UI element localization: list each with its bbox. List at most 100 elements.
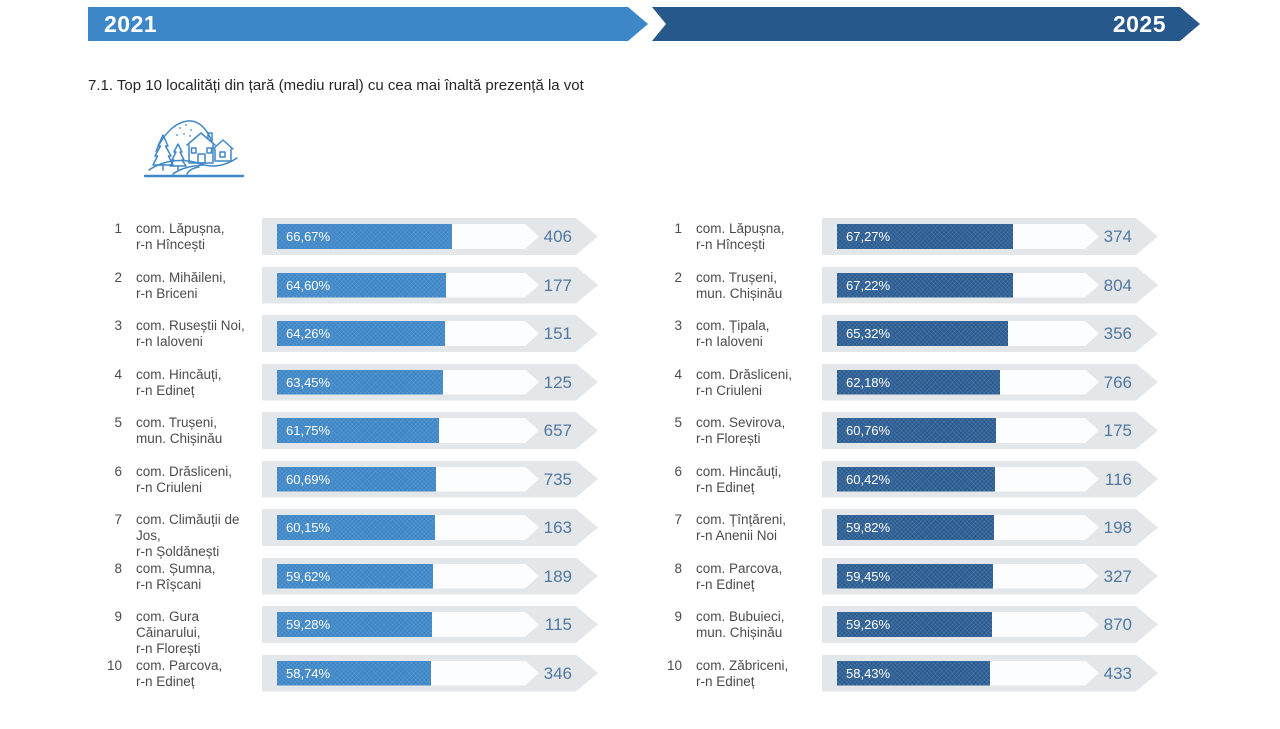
locality-label: com. Ruseștii Noi, r-n Ialoveni bbox=[136, 318, 262, 350]
bar-fill: 60,76% bbox=[837, 418, 996, 443]
bar-track: 60,15% bbox=[277, 515, 539, 540]
bar-track: 59,26% bbox=[837, 612, 1099, 637]
bar-track: 60,76% bbox=[837, 418, 1099, 443]
district-name: r-n Rîșcani bbox=[136, 576, 202, 592]
bar-track: 63,45% bbox=[277, 370, 539, 395]
locality-label: com. Trușeni, mun. Chișinău bbox=[696, 270, 822, 302]
year-banner-2025-label: 2025 bbox=[1112, 11, 1166, 37]
count-value: 804 bbox=[1103, 275, 1132, 295]
rank-number: 6 bbox=[674, 463, 682, 479]
locality-name: com. Trușeni, bbox=[696, 269, 778, 285]
bar-arrow-track: 60,15% 163 bbox=[262, 509, 598, 546]
district-name: r-n Florești bbox=[136, 641, 201, 656]
bar-track: 67,27% bbox=[837, 224, 1099, 249]
bar-fill: 60,15% bbox=[277, 515, 435, 540]
bar-track: 62,18% bbox=[837, 370, 1099, 395]
bar-fill: 62,18% bbox=[837, 370, 1000, 395]
rank-number: 5 bbox=[114, 415, 122, 430]
locality-label: com. Țînțăreni, r-n Anenii Noi bbox=[696, 512, 822, 544]
district-name: r-n Edineț bbox=[136, 382, 195, 398]
district-name: r-n Edineț bbox=[696, 576, 755, 592]
percent-label: 63,45% bbox=[286, 374, 331, 390]
chart-row: 6 com. Drăsliceni, r-n Criuleni 60,69% 7… bbox=[102, 461, 602, 498]
bar-fill: 66,67% bbox=[277, 224, 452, 249]
percent-label: 60,76% bbox=[846, 423, 891, 438]
rank-number: 3 bbox=[674, 318, 682, 333]
bar-track: 59,62% bbox=[277, 564, 539, 589]
locality-label: com. Lăpușna, r-n Hîncești bbox=[696, 221, 822, 253]
bar-track: 58,74% bbox=[277, 661, 539, 686]
locality-name: com. Hincăuți, bbox=[696, 463, 782, 479]
district-name: r-n Hîncești bbox=[136, 237, 206, 252]
chart-row: 5 com. Sevirova, r-n Florești 60,76% 175 bbox=[662, 412, 1162, 449]
district-name: r-n Criuleni bbox=[136, 479, 203, 495]
bar-track: 59,45% bbox=[837, 564, 1099, 589]
bar-arrow-track: 67,27% 374 bbox=[822, 218, 1158, 255]
bar-track: 67,22% bbox=[837, 273, 1099, 298]
rank-number: 4 bbox=[114, 366, 122, 382]
locality-name: com. Gura Căinarului, bbox=[136, 609, 201, 640]
count-value: 125 bbox=[543, 372, 572, 392]
locality-name: com. Climăuții de Jos, bbox=[136, 512, 240, 543]
bar-track: 59,82% bbox=[837, 515, 1099, 540]
bar-track: 64,60% bbox=[277, 273, 539, 298]
percent-label: 62,18% bbox=[846, 374, 891, 390]
locality-label: com. Trușeni, mun. Chișinău bbox=[136, 415, 262, 447]
count-value: 151 bbox=[543, 324, 572, 343]
count-value: 766 bbox=[1103, 372, 1132, 392]
percent-label: 59,62% bbox=[286, 568, 331, 584]
district-name: r-n Edineț bbox=[696, 479, 755, 495]
year-banner-2021-label: 2021 bbox=[104, 11, 158, 37]
chart-row: 5 com. Trușeni, mun. Chișinău 61,75% 657 bbox=[102, 412, 602, 449]
count-value: 116 bbox=[1104, 469, 1132, 489]
locality-name: com. Hincăuți, bbox=[136, 366, 222, 382]
locality-label: com. Șumna, r-n Rîșcani bbox=[136, 561, 262, 593]
rank-number: 10 bbox=[106, 657, 122, 673]
locality-label: com. Hincăuți, r-n Edineț bbox=[696, 464, 822, 496]
chart-row: 4 com. Hincăuți, r-n Edineț 63,45% 125 bbox=[102, 364, 602, 401]
chart-row: 8 com. Șumna, r-n Rîșcani 59,62% 189 bbox=[102, 558, 602, 595]
count-value: 177 bbox=[543, 275, 572, 295]
count-value: 433 bbox=[1103, 663, 1132, 683]
bar-track: 65,32% bbox=[837, 321, 1099, 346]
rank-number: 9 bbox=[114, 609, 122, 624]
locality-label: com. Parcova, r-n Edineț bbox=[136, 658, 262, 690]
locality-name: com. Lăpușna, bbox=[696, 221, 785, 236]
locality-name: com. Lăpușna, bbox=[136, 221, 225, 236]
district-name: mun. Chișinău bbox=[696, 625, 783, 640]
chart-row: 9 com. Gura Căinarului, r-n Florești 59,… bbox=[102, 606, 602, 656]
locality-label: com. Drăsliceni, r-n Criuleni bbox=[136, 464, 262, 496]
bar-fill: 59,82% bbox=[837, 515, 994, 540]
locality-name: com. Parcova, bbox=[136, 657, 223, 673]
count-value: 406 bbox=[543, 227, 572, 246]
bar-arrow-track: 64,26% 151 bbox=[262, 315, 598, 352]
percent-label: 64,26% bbox=[286, 326, 331, 341]
rural-village-icon bbox=[143, 120, 245, 178]
bar-arrow-track: 62,18% 766 bbox=[822, 364, 1158, 401]
bar-fill: 59,28% bbox=[277, 612, 432, 637]
count-value: 115 bbox=[544, 615, 572, 634]
bar-track: 61,75% bbox=[277, 418, 539, 443]
bar-arrow-track: 66,67% 406 bbox=[262, 218, 598, 255]
district-name: r-n Florești bbox=[696, 431, 761, 446]
bar-track: 60,69% bbox=[277, 467, 539, 492]
district-name: r-n Anenii Noi bbox=[696, 528, 778, 543]
count-value: 327 bbox=[1103, 566, 1132, 586]
chart-row: 3 com. Țipala, r-n Ialoveni 65,32% 356 bbox=[662, 315, 1162, 352]
percent-label: 64,60% bbox=[286, 277, 331, 293]
chart-row: 10 com. Zăbriceni, r-n Edineț 58,43% 433 bbox=[662, 655, 1162, 692]
chart-row: 7 com. Țînțăreni, r-n Anenii Noi 59,82% … bbox=[662, 509, 1162, 546]
count-value: 175 bbox=[1103, 421, 1132, 440]
locality-name: com. Drăsliceni, bbox=[136, 463, 233, 479]
bar-fill: 67,27% bbox=[837, 224, 1013, 249]
locality-name: com. Țipala, bbox=[696, 318, 770, 333]
locality-label: com. Gura Căinarului, r-n Florești bbox=[136, 609, 262, 657]
locality-name: com. Ruseștii Noi, bbox=[136, 318, 245, 333]
count-value: 198 bbox=[1103, 518, 1132, 537]
year-banner-2025: 2025 bbox=[652, 7, 1200, 41]
rank-number: 8 bbox=[674, 560, 682, 576]
count-value: 374 bbox=[1103, 227, 1132, 246]
count-value: 163 bbox=[543, 518, 572, 537]
district-name: r-n Hîncești bbox=[696, 237, 766, 252]
